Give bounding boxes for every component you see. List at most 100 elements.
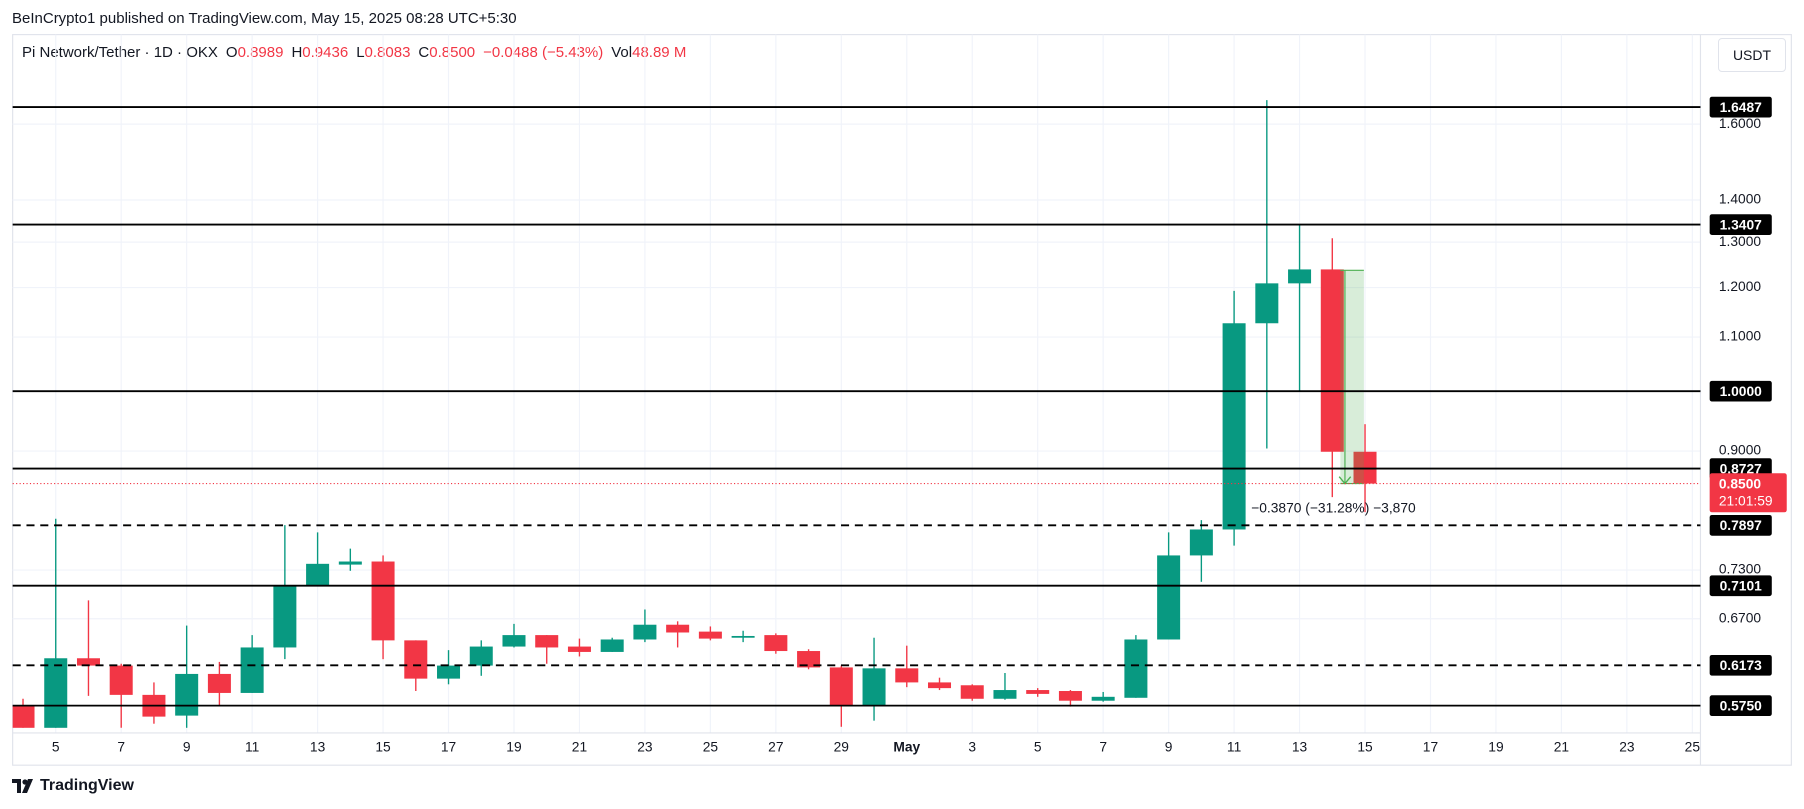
candle-body [109, 665, 133, 695]
candle-body [44, 658, 68, 728]
candle-body [306, 563, 330, 586]
candle-body [338, 561, 362, 565]
x-tick-label: 7 [117, 740, 125, 755]
plot-area [12, 34, 1701, 733]
x-tick-label: 17 [441, 740, 456, 755]
y-tick-label: 1.2000 [1719, 279, 1762, 294]
publish-info: BeInCrypto1 published on TradingView.com… [12, 10, 517, 27]
candle-body [404, 640, 428, 679]
candle-body [273, 585, 297, 648]
y-tick-label: 0.7300 [1719, 562, 1762, 577]
footer-logo: TradingView [12, 777, 134, 795]
candle-body [797, 651, 821, 668]
level-label-bg [1709, 214, 1772, 235]
volume-value: 48.89 M [632, 44, 687, 61]
candle-body [862, 668, 886, 706]
symbol-name: Pi Network/Tether · 1D · OKX [22, 44, 218, 61]
candle-body [731, 635, 755, 638]
current-price-bg [1709, 473, 1787, 513]
ohlc-key: H [291, 44, 303, 61]
candle-body [1255, 283, 1279, 324]
x-tick-label: 5 [52, 740, 60, 755]
candle-body [928, 682, 952, 689]
level-label-bg [1709, 575, 1772, 597]
level-label: 0.7897 [1720, 518, 1763, 533]
x-tick-label: 17 [1423, 740, 1438, 755]
level-label: 0.6173 [1720, 658, 1763, 673]
candle-body [666, 624, 690, 633]
measure-label: −0.3870 (−31.28%) −3,870 [1251, 500, 1416, 515]
candle-body [437, 665, 461, 679]
ohlc-key: L [356, 44, 365, 61]
candle-body [895, 668, 919, 683]
x-tick-label: 11 [245, 740, 259, 755]
x-tick-label: May [893, 740, 920, 755]
ohlc-value: 0.8989 [237, 44, 284, 61]
ohlc-key: C [418, 44, 430, 61]
change-value: −0.0488 (−5.43%) [483, 44, 604, 61]
candle-body [1222, 323, 1246, 530]
candle-body [1091, 696, 1115, 701]
level-label: 0.7101 [1720, 579, 1763, 594]
current-price-label: 0.8500 [1719, 476, 1762, 491]
candle-body [1058, 691, 1082, 701]
candle-body [993, 690, 1017, 699]
candle-body [175, 673, 199, 716]
candle-body [535, 635, 559, 648]
candle-body [1157, 555, 1181, 640]
x-tick-label: 21 [572, 740, 587, 755]
x-tick-label: 15 [375, 740, 391, 755]
level-label: 0.8727 [1720, 461, 1763, 476]
x-tick-label: 23 [1619, 740, 1635, 755]
ohlc-value: 0.8500 [429, 44, 476, 61]
candle-body [1288, 269, 1312, 284]
candle-body [240, 647, 264, 693]
symbol-legend: Pi Network/Tether · 1D · OKX O0.8989 H0.94… [22, 44, 686, 61]
candle-body [12, 705, 35, 728]
countdown-label: 21:01:59 [1719, 494, 1773, 509]
x-tick-label: 27 [768, 740, 783, 755]
candle-body [600, 639, 624, 652]
level-label-bg [1709, 654, 1772, 676]
x-tick-label: 23 [637, 740, 653, 755]
x-tick-label: 25 [703, 740, 719, 755]
x-tick-label: 25 [1685, 740, 1701, 755]
x-tick-label: 13 [1292, 740, 1308, 755]
x-tick-label: 7 [1099, 740, 1107, 755]
x-tick-label: 29 [834, 740, 850, 755]
x-tick-label: 15 [1357, 740, 1373, 755]
x-tick-label: 13 [310, 740, 326, 755]
candle-body [698, 631, 722, 639]
candle-body [371, 561, 395, 641]
footer-text: TradingView [40, 777, 134, 794]
candle-body [829, 667, 853, 706]
level-label: 0.5750 [1720, 698, 1763, 713]
level-label: 1.6487 [1720, 100, 1763, 115]
ohlc-key: O [225, 44, 238, 61]
x-tick-label: 11 [1227, 740, 1241, 755]
ohlc-value: 0.9436 [302, 44, 349, 61]
level-label: 1.0000 [1720, 384, 1763, 399]
level-label-bg [1709, 695, 1772, 716]
candle-body [469, 646, 493, 666]
y-tick-label: 1.6000 [1719, 116, 1762, 131]
candle-body [1189, 529, 1213, 556]
x-tick-label: 9 [183, 740, 191, 755]
level-label: 1.3407 [1720, 217, 1763, 232]
candle-body [764, 635, 788, 652]
candle-body [1320, 269, 1344, 452]
y-tick-label: 0.6700 [1719, 610, 1762, 625]
candles [12, 100, 1377, 728]
x-tick-label: 21 [1554, 740, 1569, 755]
candle-body [633, 624, 657, 640]
candle-body [1026, 690, 1050, 694]
logo-icon [12, 779, 33, 793]
currency-button[interactable]: USDT [1718, 38, 1786, 72]
candle-body [502, 635, 526, 647]
level-label-bg [1709, 514, 1772, 536]
volume-key: Vol [611, 44, 633, 61]
y-tick-label: 0.9000 [1719, 443, 1762, 458]
chart-frame [12, 34, 1792, 766]
